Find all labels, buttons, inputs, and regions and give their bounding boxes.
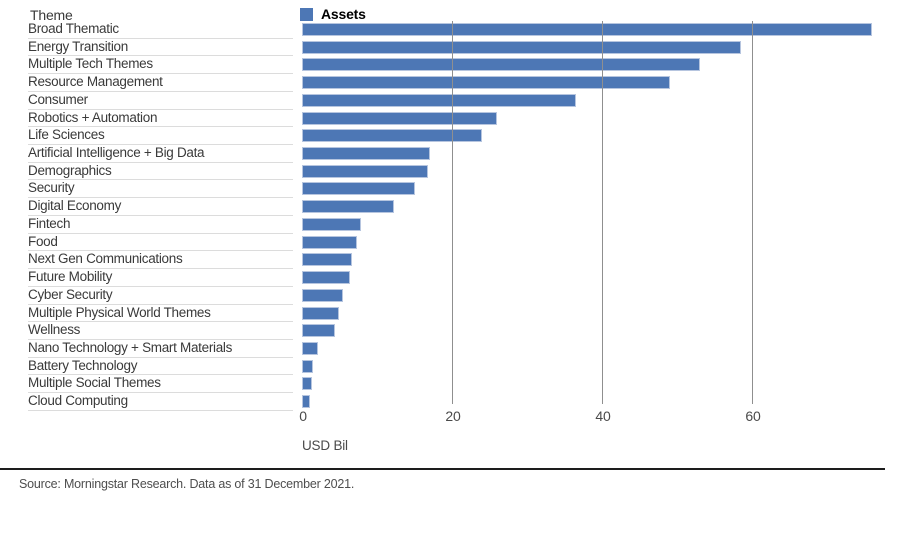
category-label: Resource Management [28,74,293,92]
table-row: Broad Thematic [0,21,915,39]
table-row: Multiple Social Themes [0,375,915,394]
table-row: Cyber Security [0,287,915,305]
table-row: Demographics [0,163,915,181]
asset-bar [302,359,314,373]
category-label: Wellness [28,322,293,340]
category-label: Energy Transition [28,39,293,57]
legend: Assets [300,6,366,22]
category-label: Nano Technology + Smart Materials [28,340,293,358]
asset-bar [302,395,310,409]
asset-bar [302,324,335,338]
category-label: Consumer [28,92,293,110]
x-tick-label: 0 [299,408,307,424]
x-tick-label: 40 [595,408,611,424]
asset-bar [302,58,700,72]
asset-bar [302,164,428,178]
category-label: Food [28,234,293,252]
category-label: Life Sciences [28,127,293,146]
asset-bar [302,129,482,143]
table-row: Resource Management [0,74,915,92]
category-label: Multiple Tech Themes [28,56,293,75]
category-label: Artificial Intelligence + Big Data [28,145,293,163]
asset-bar [302,288,343,302]
table-row: Energy Transition [0,39,915,57]
x-axis-title: USD Bil [302,438,348,453]
x-tick-label: 60 [745,408,761,424]
table-row: Consumer [0,92,915,110]
legend-label: Assets [321,6,366,22]
asset-bar [302,40,741,54]
asset-bar [302,235,357,249]
table-row: Multiple Tech Themes [0,56,915,75]
bar-rows-container: Broad Thematic Energy Transition Multiple … [0,21,915,411]
asset-bar [302,200,394,214]
table-row: Life Sciences [0,127,915,146]
table-row: Security [0,180,915,199]
table-row: Wellness [0,322,915,340]
gridline [602,21,603,404]
asset-bar [302,23,872,36]
table-row: Battery Technology [0,358,915,376]
table-row: Artificial Intelligence + Big Data [0,145,915,163]
asset-bar [302,111,497,125]
category-label: Multiple Social Themes [28,375,293,394]
category-label: Fintech [28,216,293,234]
table-row: Nano Technology + Smart Materials [0,340,915,358]
legend-swatch-icon [300,7,313,21]
table-row: Fintech [0,216,915,234]
category-label: Cyber Security [28,287,293,305]
category-label: Broad Thematic [28,21,293,39]
footer-divider [0,468,885,470]
asset-bar [302,147,430,161]
asset-bar [302,377,312,391]
table-row: Food [0,234,915,252]
asset-bar [302,271,350,285]
table-row: Next Gen Communications [0,251,915,270]
category-label: Cloud Computing [28,393,293,411]
table-row: Future Mobility [0,269,915,287]
category-label: Multiple Physical World Themes [28,305,293,323]
table-row: Robotics + Automation [0,110,915,128]
category-label: Demographics [28,163,293,181]
gridline [452,21,453,404]
asset-bar [302,253,353,267]
asset-bar [302,306,339,320]
asset-bar [302,217,361,231]
asset-bar [302,76,670,90]
source-attribution: Source: Morningstar Research. Data as of… [19,477,355,491]
table-row: Multiple Physical World Themes [0,305,915,323]
category-label: Security [28,180,293,199]
gridline [752,21,753,404]
category-label: Future Mobility [28,269,293,287]
asset-bar [302,341,318,355]
asset-bar [302,182,415,196]
table-row: Digital Economy [0,198,915,216]
theme-column-header: Theme [30,7,73,23]
table-row: Cloud Computing [0,393,915,411]
asset-bar [302,93,576,107]
x-tick-label: 20 [445,408,461,424]
category-label: Digital Economy [28,198,293,216]
category-label: Battery Technology [28,358,293,376]
category-label: Robotics + Automation [28,110,293,128]
category-label: Next Gen Communications [28,251,293,270]
